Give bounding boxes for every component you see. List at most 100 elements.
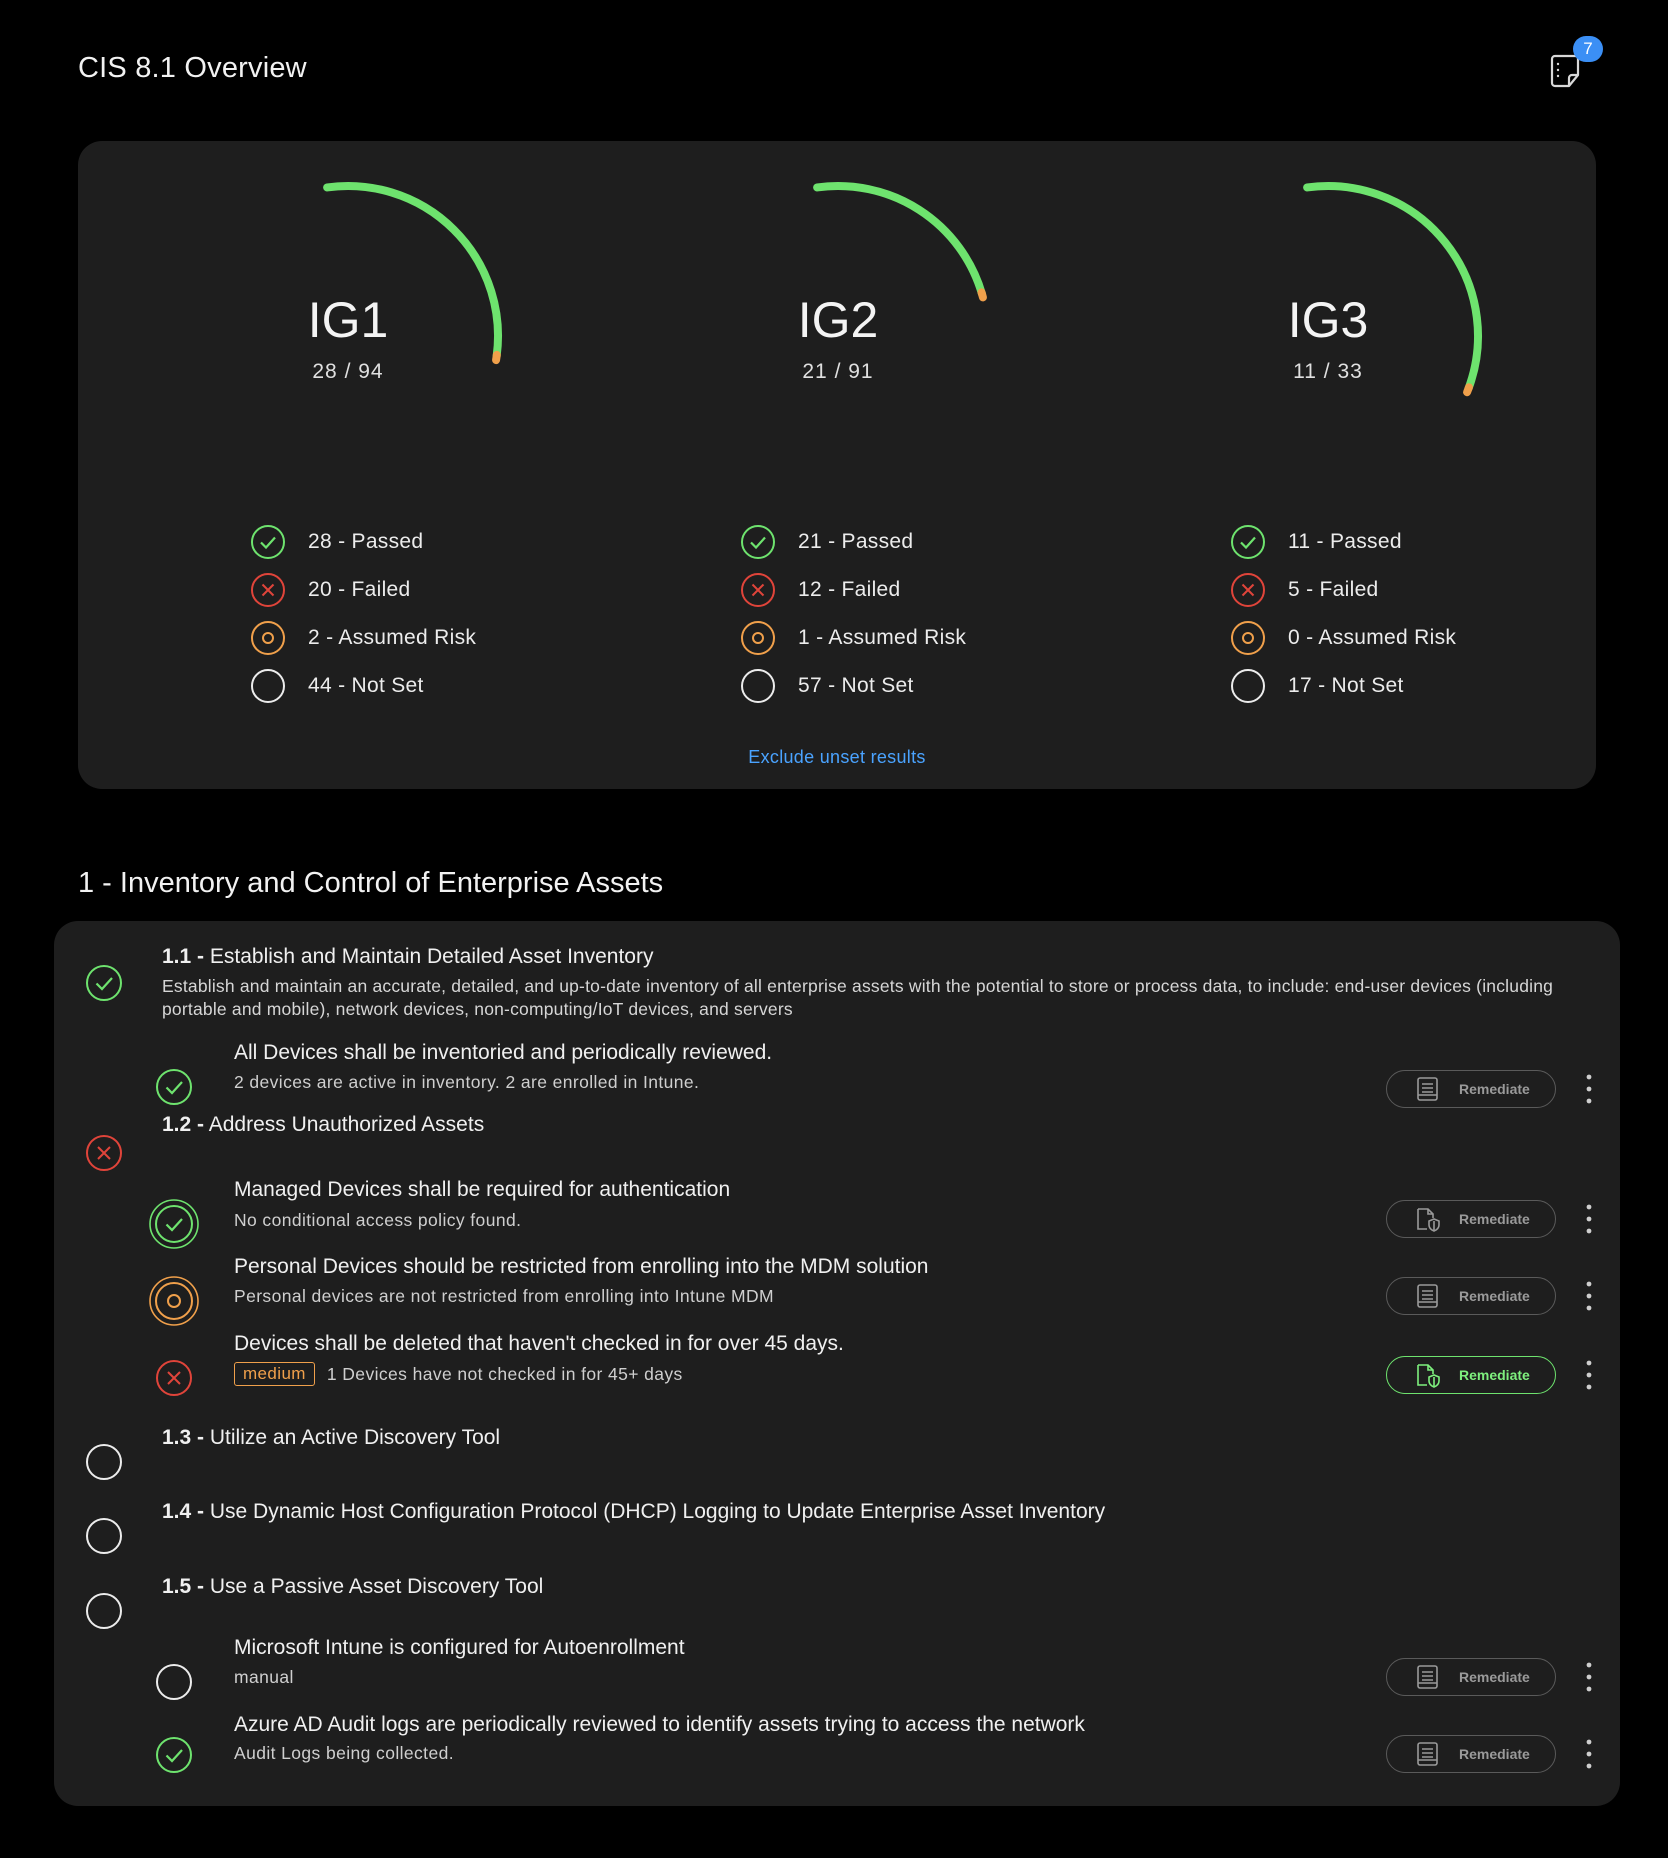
check-title: Managed Devices shall be required for au…: [234, 1178, 731, 1201]
stat-assumed-risk: 2 - Assumed Risk: [250, 614, 476, 662]
remediate-button[interactable]: Remediate: [1386, 1356, 1556, 1394]
remediate-button[interactable]: Remediate: [1386, 1658, 1556, 1696]
ig1-stats: 28 - Passed 20 - Failed 2 - Assumed Risk…: [250, 518, 476, 710]
target-circle-icon: [1230, 620, 1266, 656]
ig2-stats: 21 - Passed 12 - Failed 1 - Assumed Risk…: [740, 518, 966, 710]
check-circle-icon: [250, 524, 286, 560]
empty-circle-icon: [250, 668, 286, 704]
check-circle-icon: [1230, 524, 1266, 560]
ig1-label: IG1: [307, 292, 389, 348]
empty-circle-icon: [740, 668, 776, 704]
more-options-button[interactable]: [1574, 1200, 1604, 1238]
ig2-gauge-tip: [977, 288, 987, 302]
x-circle-icon: [84, 1133, 124, 1173]
ig2-ratio: 21 / 91: [802, 360, 874, 383]
ig3-stats: 11 - Passed 5 - Failed 0 - Assumed Risk …: [1230, 518, 1456, 710]
control-title: 1.4 - Use Dynamic Host Configuration Pro…: [162, 1500, 1106, 1523]
check-title: Personal Devices should be restricted fr…: [234, 1255, 929, 1278]
stat-passed: 28 - Passed: [250, 518, 476, 566]
check-title: All Devices shall be inventoried and per…: [234, 1041, 773, 1064]
more-options-button[interactable]: [1574, 1735, 1604, 1773]
x-circle-icon: [740, 572, 776, 608]
ig2-gauge-arc: [813, 182, 986, 298]
document-icon: [1415, 1283, 1441, 1309]
ig3-label: IG3: [1287, 292, 1369, 348]
target-circle-icon: [740, 620, 776, 656]
shield-document-icon: [1415, 1362, 1441, 1388]
more-options-button[interactable]: [1574, 1277, 1604, 1315]
control-title: 1.3 - Utilize an Active Discovery Tool: [162, 1426, 501, 1449]
empty-circle-icon: [154, 1662, 194, 1702]
remediate-button[interactable]: Remediate: [1386, 1277, 1556, 1315]
section-title: 1 - Inventory and Control of Enterprise …: [78, 867, 664, 899]
more-options-button[interactable]: [1574, 1070, 1604, 1108]
empty-circle-icon: [84, 1442, 124, 1482]
check-title: Azure AD Audit logs are periodically rev…: [234, 1713, 1085, 1736]
check-detail: Audit Logs being collected.: [234, 1743, 454, 1763]
stat-failed: 20 - Failed: [250, 566, 476, 614]
remediate-button[interactable]: Remediate: [1386, 1070, 1556, 1108]
notification-count-badge: 7: [1573, 36, 1603, 62]
document-icon: [1415, 1664, 1441, 1690]
x-circle-icon: [1230, 572, 1266, 608]
ig1-gauge-arc: [323, 182, 503, 361]
sticky-note-icon: [1545, 54, 1585, 95]
stat-failed: 12 - Failed: [740, 566, 966, 614]
exclude-unset-results-link[interactable]: Exclude unset results: [748, 747, 926, 767]
empty-circle-icon: [84, 1516, 124, 1556]
ig2-gauge: [813, 182, 987, 302]
check-title: Devices shall be deleted that haven't ch…: [234, 1332, 844, 1355]
page-title: CIS 8.1 Overview: [78, 52, 307, 84]
ig1-gauge: [323, 182, 503, 365]
ig1-gauge-tip: [492, 350, 501, 365]
more-options-button[interactable]: [1574, 1356, 1604, 1394]
check-detail: No conditional access policy found.: [234, 1210, 522, 1230]
stat-not-set: 57 - Not Set: [740, 662, 966, 710]
check-circle-icon: [148, 1198, 200, 1250]
notes-button[interactable]: 7: [1545, 36, 1603, 91]
target-circle-icon: [250, 620, 286, 656]
empty-circle-icon: [1230, 668, 1266, 704]
ig3-ratio: 11 / 33: [1293, 360, 1363, 383]
ig3-gauge-arc: [1303, 182, 1482, 393]
check-circle-icon: [154, 1735, 194, 1775]
ig1-ratio: 28 / 94: [312, 360, 384, 383]
ig2-label: IG2: [797, 292, 879, 348]
ig3-gauge: [1303, 182, 1482, 397]
stat-passed: 11 - Passed: [1230, 518, 1456, 566]
remediate-button[interactable]: Remediate: [1386, 1200, 1556, 1238]
ig1-panel: IG1 28 / 94 28 - Passed 20 - Failed 2 - …: [123, 141, 573, 789]
more-options-button[interactable]: [1574, 1658, 1604, 1696]
stat-assumed-risk: 0 - Assumed Risk: [1230, 614, 1456, 662]
control-title: 1.1 - Establish and Maintain Detailed As…: [162, 945, 654, 968]
stat-not-set: 17 - Not Set: [1230, 662, 1456, 710]
control-title: 1.5 - Use a Passive Asset Discovery Tool: [162, 1575, 544, 1598]
x-circle-icon: [154, 1358, 194, 1398]
overview-card: IG1 28 / 94 28 - Passed 20 - Failed 2 - …: [78, 141, 1596, 789]
empty-circle-icon: [84, 1591, 124, 1631]
ig2-panel: IG2 21 / 91 21 - Passed 12 - Failed 1 - …: [613, 141, 1063, 789]
remediate-button[interactable]: Remediate: [1386, 1735, 1556, 1773]
check-detail: manual: [234, 1667, 294, 1687]
controls-card: 1.1 - Establish and Maintain Detailed As…: [54, 921, 1620, 1806]
document-icon: [1415, 1076, 1441, 1102]
ig3-gauge-tip: [1463, 383, 1473, 397]
check-circle-icon: [740, 524, 776, 560]
x-circle-icon: [250, 572, 286, 608]
target-circle-icon: [148, 1275, 200, 1327]
check-detail: Personal devices are not restricted from…: [234, 1286, 774, 1306]
severity-badge: medium: [234, 1362, 315, 1386]
stat-failed: 5 - Failed: [1230, 566, 1456, 614]
check-detail: 2 devices are active in inventory. 2 are…: [234, 1072, 700, 1092]
stat-passed: 21 - Passed: [740, 518, 966, 566]
shield-document-icon: [1415, 1206, 1441, 1232]
check-circle-icon: [84, 963, 124, 1003]
document-icon: [1415, 1741, 1441, 1767]
control-description: Establish and maintain an accurate, deta…: [162, 976, 1554, 1019]
ig3-panel: IG3 11 / 33 11 - Passed 5 - Failed 0 - A…: [1103, 141, 1553, 789]
stat-not-set: 44 - Not Set: [250, 662, 476, 710]
stat-assumed-risk: 1 - Assumed Risk: [740, 614, 966, 662]
check-title: Microsoft Intune is configured for Autoe…: [234, 1636, 685, 1659]
check-detail: medium 1 Devices have not checked in for …: [234, 1362, 683, 1386]
check-circle-icon: [154, 1067, 194, 1107]
